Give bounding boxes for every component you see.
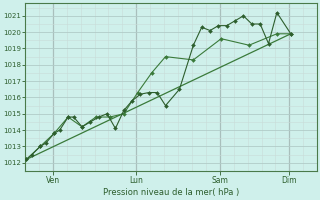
X-axis label: Pression niveau de la mer( hPa ): Pression niveau de la mer( hPa ) (103, 188, 239, 197)
